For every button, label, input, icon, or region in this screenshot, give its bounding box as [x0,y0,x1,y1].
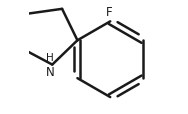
Text: F: F [106,6,112,19]
Text: H: H [46,53,54,63]
Text: N: N [46,66,55,79]
